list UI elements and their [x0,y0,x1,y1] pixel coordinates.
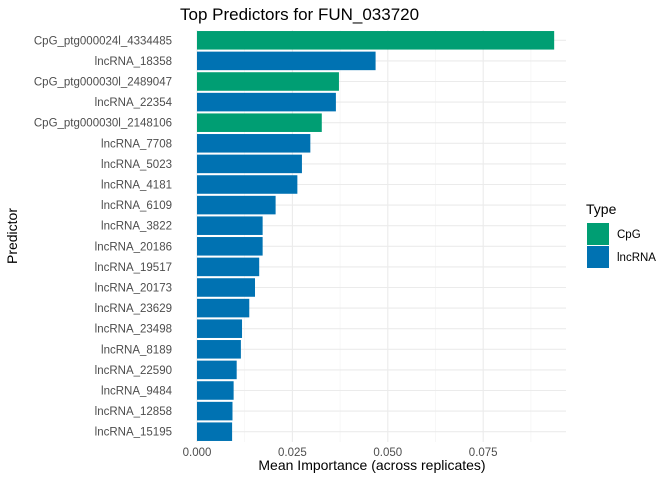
y-tick-label: lncRNA_4181 [101,180,172,192]
y-tick-label: lncRNA_22590 [95,365,172,377]
legend-swatch-lncrna [587,246,609,268]
panel-background [197,30,566,442]
y-tick-label: lncRNA_9484 [101,386,173,398]
bar [197,257,260,277]
x-tick-label: 0.075 [469,447,498,459]
x-tick-label: 0.000 [183,447,212,459]
bar [197,113,322,132]
y-tick-label: lncRNA_20173 [95,283,172,295]
y-tick-label: lncRNA_20186 [95,241,172,253]
chart-title: Top Predictors for FUN_033720 [180,5,419,24]
x-axis-title: Mean Importance (across replicates) [258,457,485,473]
y-tick-label: CpG_ptg000030l_2489047 [34,77,172,89]
bar [197,154,302,174]
x-tick-label: 0.025 [278,447,307,459]
y-tick-label: lncRNA_7708 [101,138,172,150]
y-tick-label: CpG_ptg000024l_4334485 [34,35,172,47]
legend-label-cpg: CpG [617,229,641,241]
y-tick-label: lncRNA_23629 [95,303,172,315]
bar [197,340,241,359]
bars [197,31,555,441]
bar [197,319,243,338]
y-tick-label: CpG_ptg000030l_2148106 [34,118,172,130]
bar [197,401,233,421]
legend-swatch-cpg [587,223,609,245]
legend-title: Type [586,201,617,217]
bar [197,51,376,71]
bar [197,175,298,194]
y-tick-label: lncRNA_3822 [101,221,172,233]
y-tick-label: lncRNA_15195 [95,427,172,439]
bar [197,92,336,112]
x-tick-labels: 0.000 0.025 0.050 0.075 [183,447,498,459]
bar [197,195,276,215]
bar [197,360,237,380]
bar [197,422,233,441]
bar [197,381,234,400]
bar [197,216,263,235]
y-tick-label: lncRNA_22354 [95,97,173,109]
y-tick-label: lncRNA_12858 [95,406,172,418]
y-tick-label: lncRNA_5023 [101,159,172,171]
x-tick-label: 0.050 [373,447,402,459]
bar [197,278,256,297]
bar [197,72,339,91]
y-tick-label: lncRNA_19517 [95,262,172,274]
legend: Type CpG lncRNA [586,201,656,268]
bar [197,31,555,50]
y-tick-label: lncRNA_6109 [101,200,172,212]
bar [197,134,311,153]
bar [197,237,263,256]
bar [197,298,250,318]
y-tick-label: lncRNA_18358 [95,56,172,68]
y-axis-title: Predictor [4,208,20,264]
legend-label-lncrna: lncRNA [617,252,656,264]
y-tick-labels: CpG_ptg000024l_4334485 lncRNA_18358 CpG_pt… [34,35,173,438]
y-tick-label: lncRNA_23498 [95,324,172,336]
y-tick-label: lncRNA_8189 [101,344,172,356]
